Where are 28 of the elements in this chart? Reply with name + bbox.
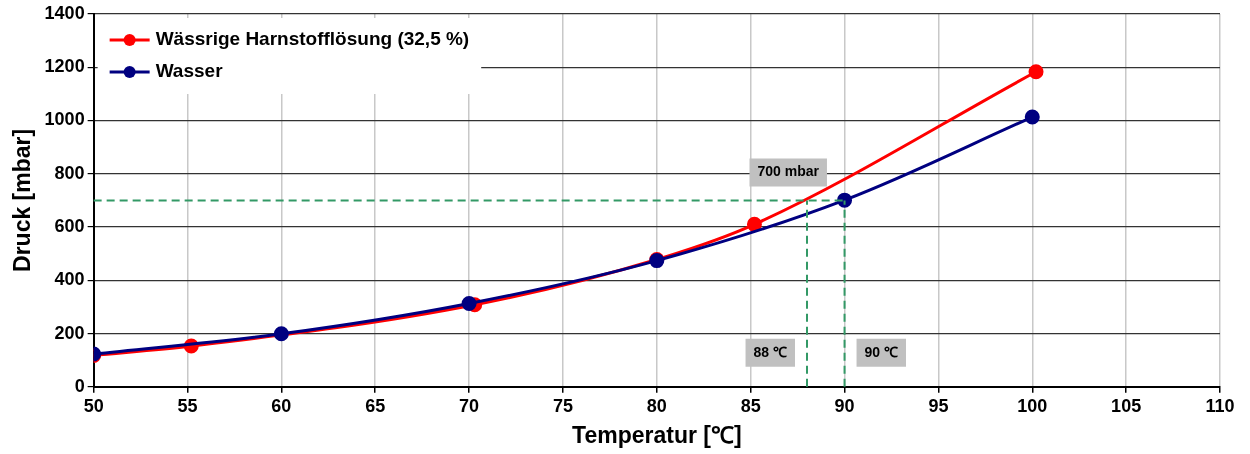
x-tick-label: 50 bbox=[83, 395, 104, 416]
y-tick-label: 200 bbox=[54, 322, 85, 343]
x-tick-label: 60 bbox=[271, 395, 292, 416]
x-tick-label: 110 bbox=[1205, 395, 1235, 416]
x-tick-label: 55 bbox=[177, 395, 198, 416]
y-tick-label: 800 bbox=[54, 162, 85, 183]
x-tick-label: 105 bbox=[1111, 395, 1142, 416]
x-tick-label: 95 bbox=[928, 395, 949, 416]
x-tick-label: 65 bbox=[365, 395, 386, 416]
x-tick-label: 75 bbox=[552, 395, 573, 416]
x-tick-label: 85 bbox=[740, 395, 761, 416]
ref-line-label: 90 ℃ bbox=[864, 343, 899, 360]
x-tick-label: 90 bbox=[834, 395, 855, 416]
x-tick-label: 70 bbox=[459, 395, 480, 416]
ref-line-label: 88 ℃ bbox=[753, 343, 788, 360]
x-axis-title: Temperatur [℃] bbox=[572, 421, 742, 448]
y-tick-label: 400 bbox=[54, 269, 85, 290]
legend-label: Wässrige Harnstofflösung (32,5 %) bbox=[155, 28, 470, 50]
legend-label: Wasser bbox=[155, 60, 224, 82]
y-axis-title: Druck [mbar] bbox=[9, 128, 36, 272]
y-tick-label: 1400 bbox=[44, 2, 85, 23]
ref-line-label: 700 mbar bbox=[757, 163, 820, 180]
x-tick-label: 80 bbox=[646, 395, 667, 416]
x-tick-label: 100 bbox=[1017, 395, 1048, 416]
y-tick-label: 1200 bbox=[44, 56, 85, 77]
y-tick-label: 600 bbox=[54, 216, 85, 236]
y-tick-label: 1000 bbox=[44, 109, 85, 130]
y-tick-label: 0 bbox=[74, 375, 85, 396]
